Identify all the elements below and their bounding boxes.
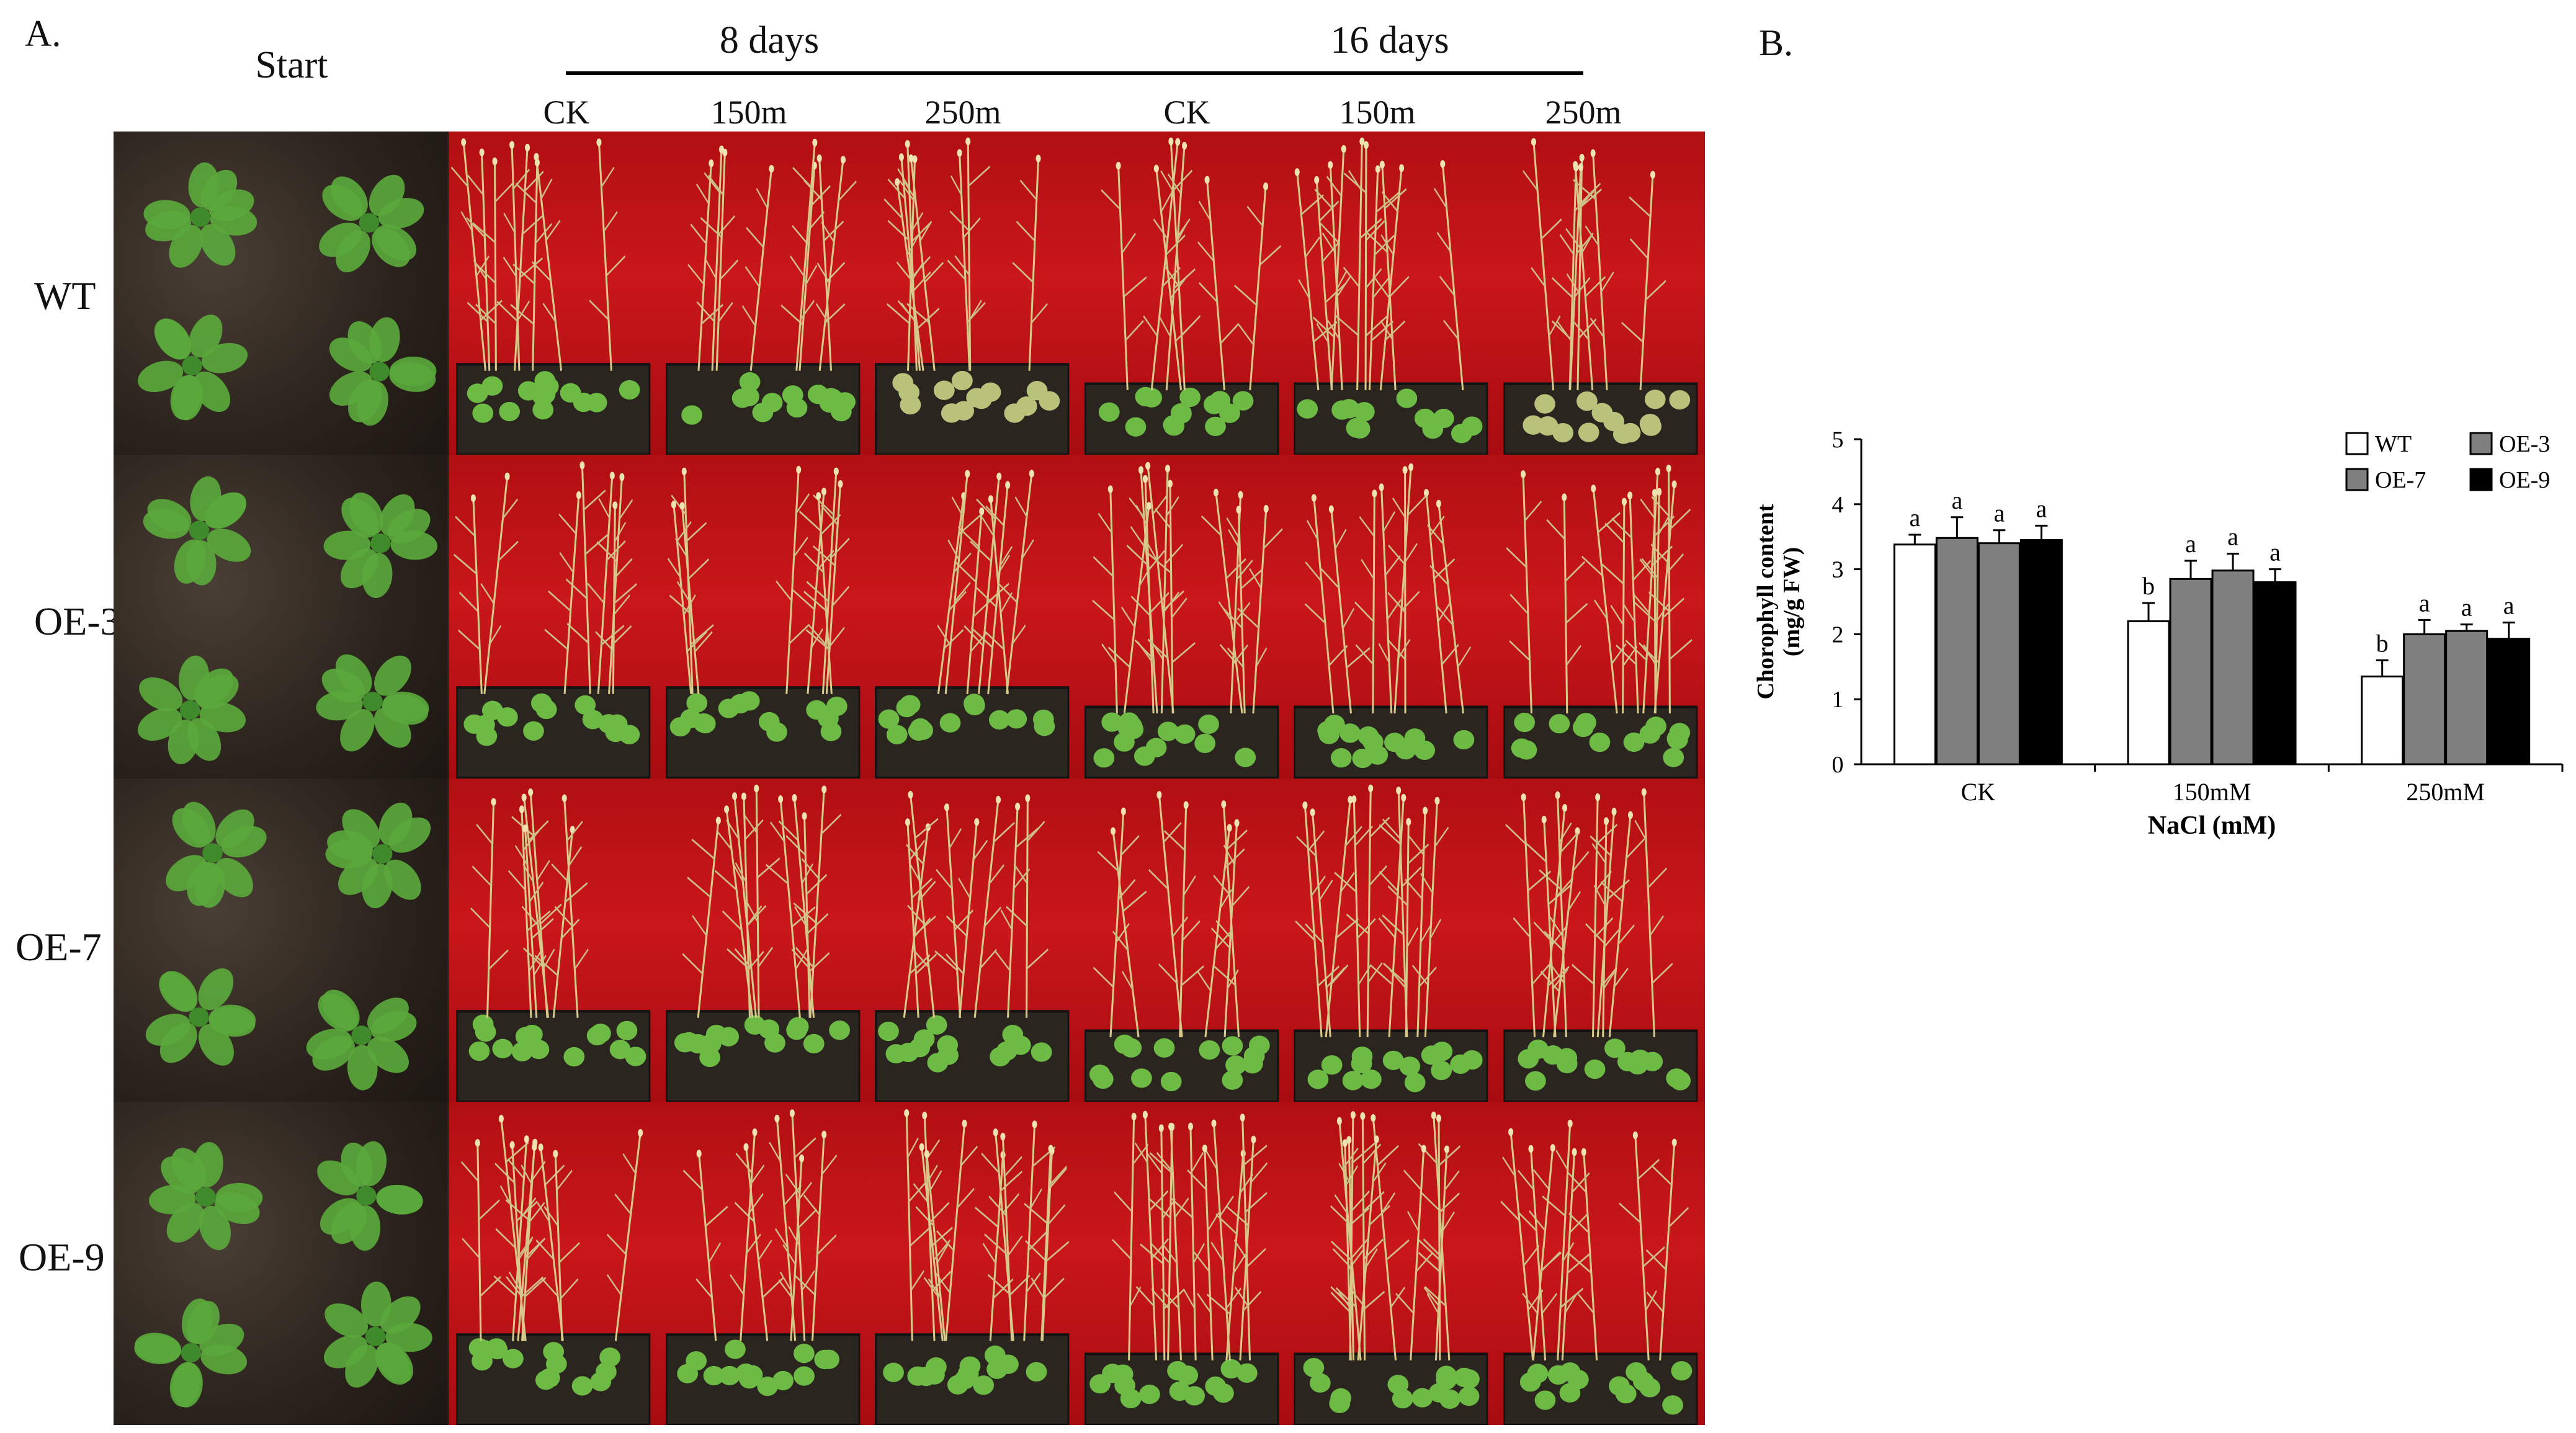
legend-swatch-oe-9 xyxy=(2469,468,2493,491)
start-photo xyxy=(114,132,449,455)
legend-swatch-oe-3 xyxy=(2469,432,2493,455)
treatment-photo xyxy=(1076,455,1286,779)
y-tick-label: 3 xyxy=(1832,557,1844,583)
bar-oe-9-150mm xyxy=(2253,581,2297,766)
legend-label-wt: WT xyxy=(2375,431,2412,457)
y-tick-label: 4 xyxy=(1832,492,1844,518)
significance-letter: a xyxy=(2503,592,2515,620)
significance-letter: a xyxy=(2419,589,2430,617)
plant-photo-grid xyxy=(114,132,1705,1425)
treatment-photo xyxy=(1286,455,1496,779)
row-label-wt: WT xyxy=(34,274,96,318)
bar-oe-3-ck xyxy=(1935,537,1979,766)
bar-oe-3-150mm xyxy=(2169,578,2212,766)
x-tick-label: 250mM xyxy=(2406,778,2485,806)
y-axis-title: Chorophyll content xyxy=(1753,504,1779,699)
row-label-oe-9: OE-9 xyxy=(19,1235,105,1279)
period-8-days: 8 days xyxy=(719,19,820,61)
treatment-photo xyxy=(1076,1101,1286,1425)
start-label: Start xyxy=(255,44,328,86)
significance-letter: a xyxy=(2270,538,2281,566)
start-photo xyxy=(114,455,449,779)
column-header-ck-8: CK xyxy=(543,94,590,131)
bar-wt-150mm xyxy=(2127,620,2170,766)
bar-oe-7-ck xyxy=(1977,542,2021,766)
treatment-photo xyxy=(658,132,867,455)
treatment-photo xyxy=(658,455,867,779)
column-header-250-16: 250m xyxy=(1545,94,1622,131)
y-tick-label: 0 xyxy=(1832,752,1844,778)
treatment-photo xyxy=(449,455,658,779)
bar-wt-ck xyxy=(1893,543,1936,766)
treatment-photo xyxy=(1286,132,1496,455)
column-header-ck-16: CK xyxy=(1163,94,1210,131)
treatment-photo xyxy=(658,1101,867,1425)
column-header-150-8: 150m xyxy=(710,94,787,131)
significance-letter: a xyxy=(2461,594,2472,622)
row-label-oe-3: OE-3 xyxy=(34,599,120,643)
treatment-photo xyxy=(1495,455,1705,779)
y-axis-unit: (mg/g FW) xyxy=(1779,547,1805,656)
chlorophyll-bar-chart: 0 1 2 3 4 5 CK 150mM 250mM NaCl (mM) Chorophyll c… xyxy=(1753,427,2564,840)
significance-letter: a xyxy=(1993,499,2005,527)
significance-letter: a xyxy=(2185,530,2196,558)
bar-oe-7-150mm xyxy=(2211,569,2255,766)
treatment-photo xyxy=(867,455,1077,779)
significance-letter: b xyxy=(2376,629,2389,657)
legend-label-oe-9: OE-9 xyxy=(2499,467,2550,493)
treatment-photo xyxy=(1286,1101,1496,1425)
panel-a-label: A. xyxy=(25,13,61,54)
treatment-photo xyxy=(1286,778,1496,1102)
x-tick-label: 150mM xyxy=(2173,778,2252,806)
y-tick-label: 1 xyxy=(1832,687,1844,713)
significance-letter: b xyxy=(2142,572,2155,600)
x-axis-title: NaCl (mM) xyxy=(2148,811,2276,840)
bar-oe-7-250mm xyxy=(2445,630,2489,766)
bar-oe-9-ck xyxy=(2019,538,2063,766)
treatment-photo xyxy=(1495,778,1705,1102)
treatment-photo xyxy=(867,132,1077,455)
treatment-photo xyxy=(1495,132,1705,455)
x-tick-label: CK xyxy=(1961,778,1996,806)
bar-oe-3-250mm xyxy=(2403,633,2446,766)
treatment-photo xyxy=(867,1101,1077,1425)
column-header-250-8: 250m xyxy=(924,94,1001,131)
time-axis-rule xyxy=(566,71,1583,75)
treatment-photo xyxy=(449,1101,658,1425)
treatment-photo xyxy=(658,778,867,1102)
treatment-photo xyxy=(449,132,658,455)
y-tick-label: 2 xyxy=(1832,622,1844,648)
significance-letter: a xyxy=(1951,486,1962,514)
bar-oe-9-250mm xyxy=(2487,638,2531,766)
start-photo xyxy=(114,778,449,1102)
bar-wt-250mm xyxy=(2361,676,2404,766)
start-photo xyxy=(114,1101,449,1425)
treatment-photo xyxy=(1076,778,1286,1102)
treatment-photo xyxy=(1076,132,1286,455)
legend-label-oe-7: OE-7 xyxy=(2375,467,2426,493)
period-16-days: 16 days xyxy=(1330,19,1449,61)
legend-swatch-oe-7 xyxy=(2345,468,2369,491)
treatment-photo xyxy=(867,778,1077,1102)
legend-label-oe-3: OE-3 xyxy=(2499,431,2550,457)
column-header-150-16: 150m xyxy=(1339,94,1416,131)
significance-letter: a xyxy=(2227,522,2238,550)
row-label-oe-7: OE-7 xyxy=(16,925,102,969)
panel-b-label: B. xyxy=(1759,22,1794,63)
significance-letter: a xyxy=(2036,494,2047,522)
significance-letter: a xyxy=(1909,504,1920,532)
treatment-photo xyxy=(1495,1101,1705,1425)
treatment-photo xyxy=(449,778,658,1102)
legend-swatch-wt xyxy=(2345,432,2369,455)
y-tick-label: 5 xyxy=(1832,427,1844,453)
